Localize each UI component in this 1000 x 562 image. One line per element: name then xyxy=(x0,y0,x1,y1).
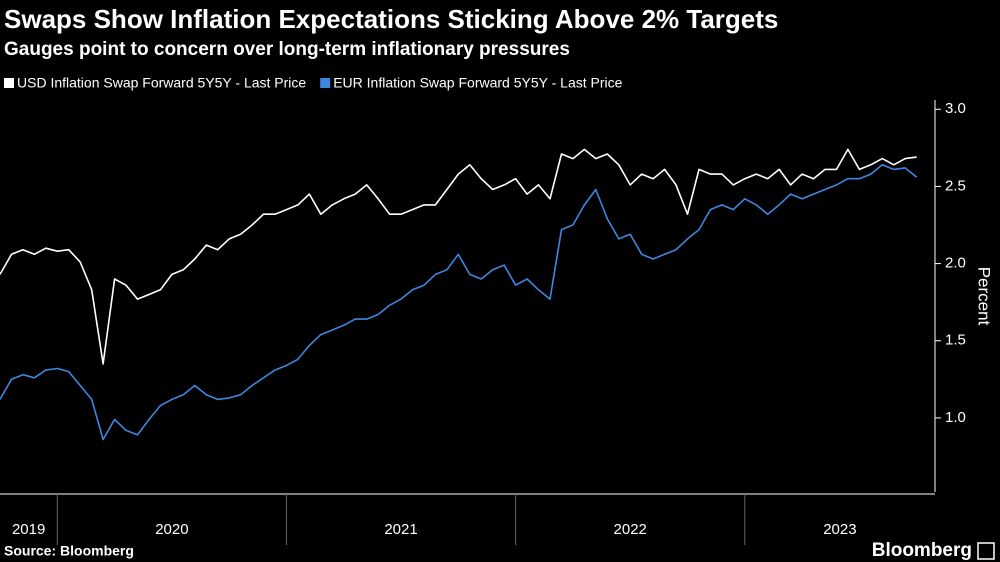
y-tick-label: 2.5 xyxy=(945,177,966,194)
x-tick-label: 2020 xyxy=(155,521,188,538)
brand-icon xyxy=(977,542,995,560)
x-tick-label: 2019 xyxy=(12,521,45,538)
legend-label: USD Inflation Swap Forward 5Y5Y - Last P… xyxy=(17,75,306,91)
legend-label: EUR Inflation Swap Forward 5Y5Y - Last P… xyxy=(333,75,622,91)
legend-swatch xyxy=(4,78,14,88)
x-tick-label: 2022 xyxy=(614,521,647,538)
legend-swatch xyxy=(320,78,331,88)
series-line xyxy=(0,164,918,441)
brand: Bloomberg xyxy=(872,540,972,561)
y-tick-label: 1.5 xyxy=(945,332,966,349)
chart-subtitle: Gauges point to concern over long-term i… xyxy=(4,39,570,60)
x-tick-label: 2023 xyxy=(823,521,856,538)
y-tick-label: 3.0 xyxy=(945,100,966,117)
y-tick-label: 1.0 xyxy=(945,409,966,426)
y-tick-label: 2.0 xyxy=(945,255,966,272)
y-axis-label: Percent xyxy=(975,267,994,326)
source: Source: Bloomberg xyxy=(4,543,134,559)
x-tick-label: 2021 xyxy=(384,521,417,538)
chart-title: Swaps Show Inflation Expectations Sticki… xyxy=(4,4,778,34)
series-line xyxy=(0,148,917,365)
